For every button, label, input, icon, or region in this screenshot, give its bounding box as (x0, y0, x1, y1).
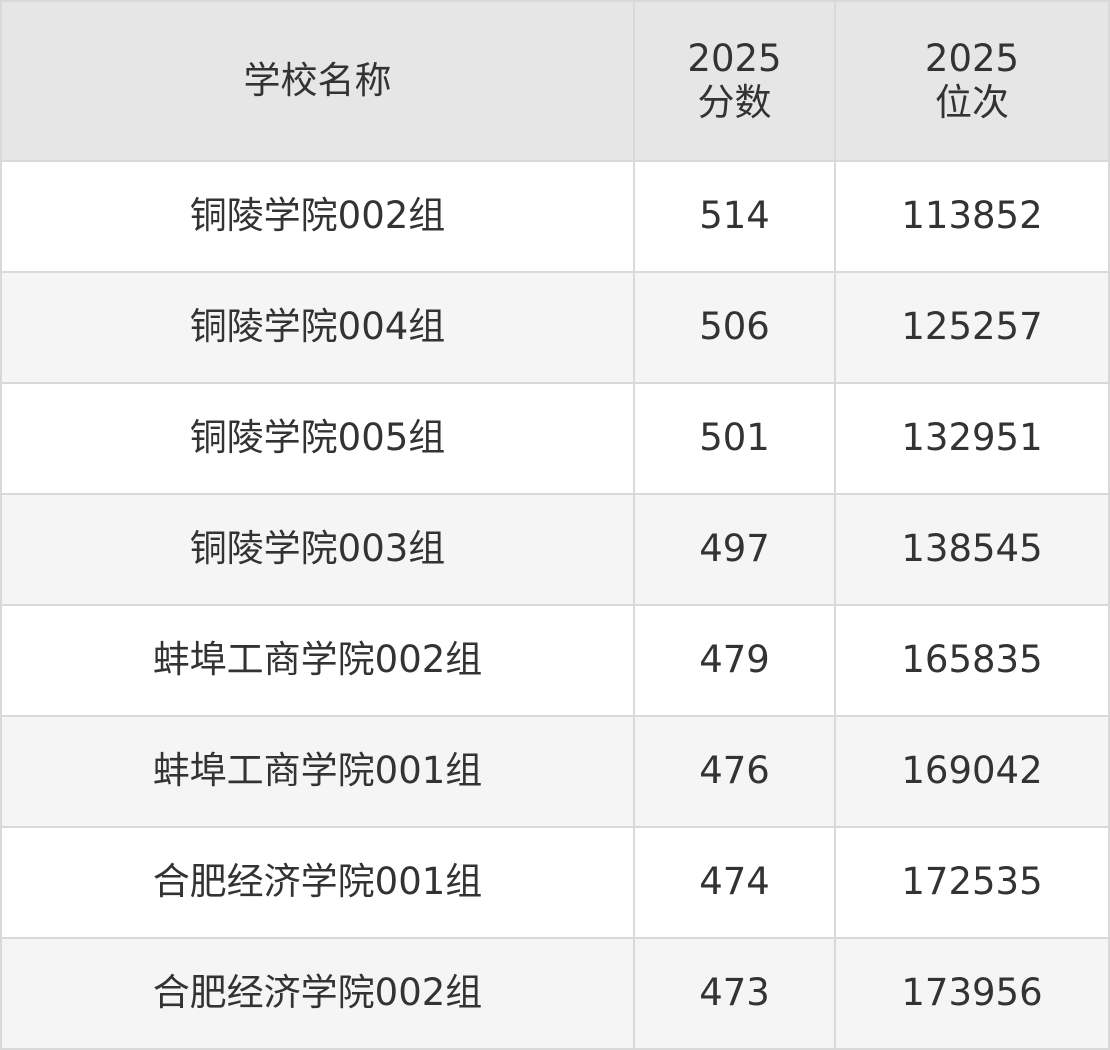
table-cell: 蚌埠工商学院001组 (2, 717, 635, 828)
table-cell: 合肥经济学院002组 (2, 939, 635, 1050)
table-cell: 合肥经济学院001组 (2, 828, 635, 939)
table-cell: 479 (635, 606, 836, 717)
table-cell: 铜陵学院004组 (2, 273, 635, 384)
table-cell: 172535 (836, 828, 1110, 939)
table-cell: 506 (635, 273, 836, 384)
table-cell: 476 (635, 717, 836, 828)
table-cell: 165835 (836, 606, 1110, 717)
table-cell: 铜陵学院003组 (2, 495, 635, 606)
header-cell: 2025 分数 (635, 2, 836, 162)
table-cell: 132951 (836, 384, 1110, 495)
table-cell: 铜陵学院002组 (2, 162, 635, 273)
table-cell: 473 (635, 939, 836, 1050)
table-cell: 474 (635, 828, 836, 939)
table-cell: 514 (635, 162, 836, 273)
table-cell: 497 (635, 495, 836, 606)
header-cell: 学校名称 (2, 2, 635, 162)
table-cell: 蚌埠工商学院002组 (2, 606, 635, 717)
table-cell: 501 (635, 384, 836, 495)
table-cell: 113852 (836, 162, 1110, 273)
header-cell: 2025 位次 (836, 2, 1110, 162)
table-cell: 173956 (836, 939, 1110, 1050)
table-cell: 169042 (836, 717, 1110, 828)
table-cell: 138545 (836, 495, 1110, 606)
table-cell: 铜陵学院005组 (2, 384, 635, 495)
table-cell: 125257 (836, 273, 1110, 384)
